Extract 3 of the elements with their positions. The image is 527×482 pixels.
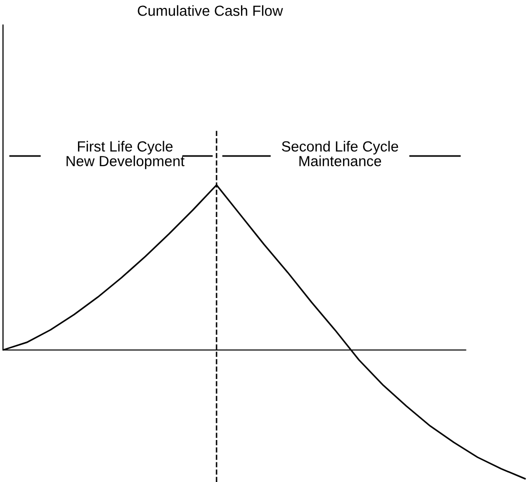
text: Second Life Cycle Maintenance [282, 140, 398, 166]
chart-title: Cumulative Cash Flow [138, 5, 283, 16]
text: First Life Cycle New Development [66, 140, 184, 170]
